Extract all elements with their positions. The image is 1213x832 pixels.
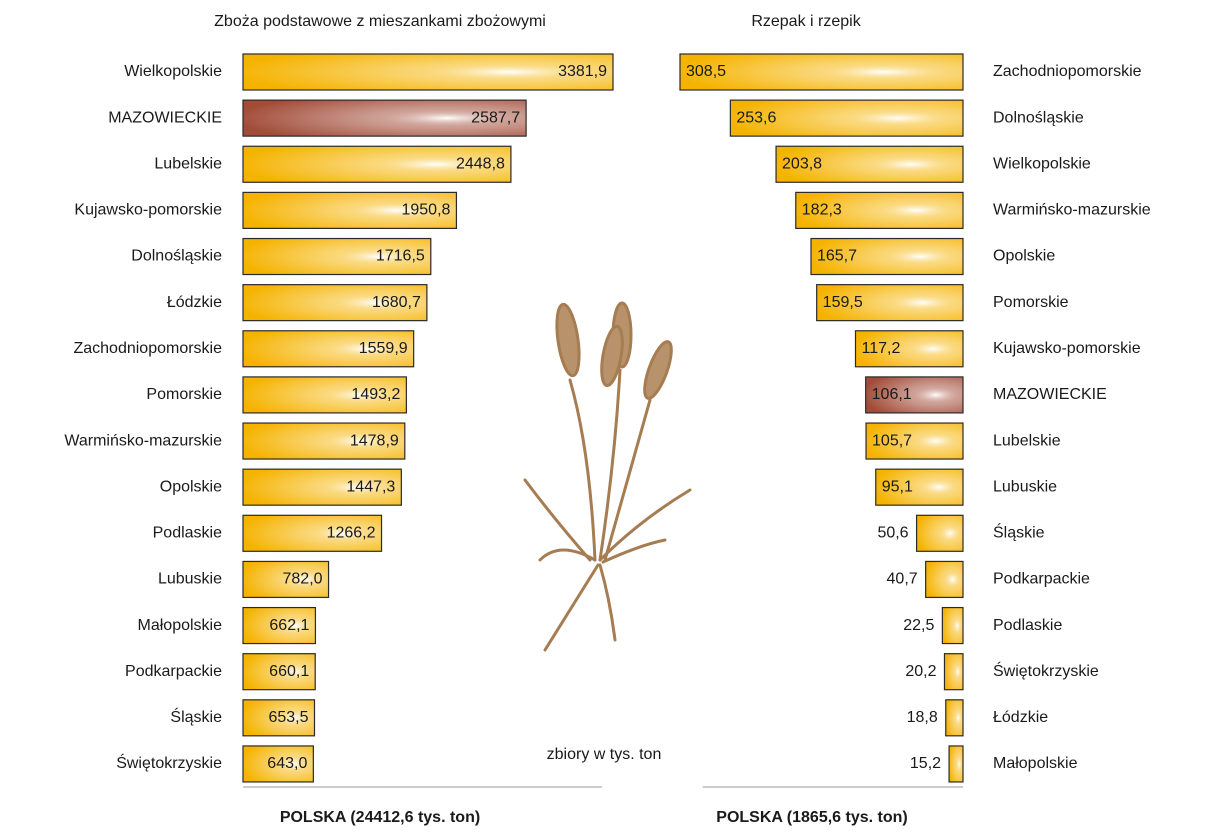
value-label: 95,1	[882, 478, 913, 495]
wheat-illustration	[525, 303, 690, 650]
value-label: 40,7	[887, 571, 918, 588]
bar	[946, 700, 963, 736]
category-label: Wielkopolskie	[124, 63, 222, 80]
value-label: 1447,3	[346, 478, 395, 495]
bar	[949, 746, 963, 782]
value-label: 1950,8	[401, 202, 450, 219]
value-label: 182,3	[802, 202, 842, 219]
bar	[917, 515, 963, 551]
chart-title: Zboża podstawowe z mieszankami zbożowymi	[214, 13, 546, 30]
category-label: Dolnośląskie	[993, 109, 1084, 126]
bar	[944, 654, 963, 690]
chart: zbiory w tys. ton Zboża podstawowe z mie…	[0, 0, 1213, 832]
value-label: 203,8	[782, 155, 822, 172]
value-label: 20,2	[905, 663, 936, 680]
category-label: Warmińsko-mazurskie	[64, 432, 222, 449]
category-label: Podlaskie	[153, 525, 222, 542]
category-label: Małopolskie	[138, 617, 223, 634]
value-label: 653,5	[268, 709, 308, 726]
chart-title: Rzepak i rzepik	[751, 13, 861, 30]
category-label: Podkarpackie	[125, 663, 222, 680]
category-label: Łódzkie	[993, 709, 1048, 726]
category-label: Śląskie	[170, 707, 222, 726]
value-label: 782,0	[283, 571, 323, 588]
category-label: Opolskie	[993, 248, 1055, 265]
category-label: Opolskie	[160, 478, 222, 495]
value-label: 308,5	[686, 63, 726, 80]
value-label: 662,1	[269, 617, 309, 634]
category-label: Lubelskie	[154, 155, 222, 172]
category-label: Świętokrzyskie	[116, 753, 222, 772]
chart-note: POLSKA (24412,6 tys. ton)	[280, 809, 480, 826]
category-label: Dolnośląskie	[131, 248, 222, 265]
category-label: Podkarpackie	[993, 571, 1090, 588]
value-label: 2448,8	[456, 155, 505, 172]
value-label: 3381,9	[558, 63, 607, 80]
value-label: 1493,2	[351, 386, 400, 403]
value-label: 50,6	[877, 525, 908, 542]
value-label: 253,6	[736, 109, 776, 126]
category-label: Świętokrzyskie	[993, 661, 1099, 680]
category-label: Warmińsko-mazurskie	[993, 202, 1151, 219]
value-label: 1680,7	[372, 294, 421, 311]
category-label: Zachodniopomorskie	[73, 340, 222, 357]
value-label: 15,2	[910, 755, 941, 772]
category-label: Zachodniopomorskie	[993, 63, 1142, 80]
value-label: 105,7	[872, 432, 912, 449]
value-label: 660,1	[269, 663, 309, 680]
value-label: 165,7	[817, 248, 857, 265]
category-label: MAZOWIECKIE	[108, 109, 222, 126]
value-label: 2587,7	[471, 109, 520, 126]
value-label: 159,5	[823, 294, 863, 311]
value-label: 1716,5	[376, 248, 425, 265]
category-label: Łódzkie	[167, 294, 222, 311]
value-label: 106,1	[872, 386, 912, 403]
category-label: Pomorskie	[146, 386, 222, 403]
category-label: MAZOWIECKIE	[993, 386, 1107, 403]
category-label: Małopolskie	[993, 755, 1078, 772]
category-label: Wielkopolskie	[993, 155, 1091, 172]
value-label: 1559,9	[359, 340, 408, 357]
value-label: 1266,2	[327, 525, 376, 542]
category-label: Kujawsko-pomorskie	[993, 340, 1141, 357]
bar	[942, 608, 963, 644]
chart-note: POLSKA (1865,6 tys. ton)	[716, 809, 907, 826]
value-label: 117,2	[861, 340, 900, 357]
category-label: Lubelskie	[993, 432, 1061, 449]
category-label: Śląskie	[993, 523, 1045, 542]
bar	[926, 561, 963, 597]
category-label: Podlaskie	[993, 617, 1062, 634]
value-label: 643,0	[267, 755, 307, 772]
category-label: Kujawsko-pomorskie	[74, 202, 222, 219]
value-label: 1478,9	[350, 432, 399, 449]
category-label: Lubuskie	[993, 478, 1057, 495]
category-label: Lubuskie	[158, 571, 222, 588]
value-label: 18,8	[907, 709, 938, 726]
unit-note: zbiory w tys. ton	[547, 746, 662, 763]
category-label: Pomorskie	[993, 294, 1069, 311]
value-label: 22,5	[903, 617, 934, 634]
